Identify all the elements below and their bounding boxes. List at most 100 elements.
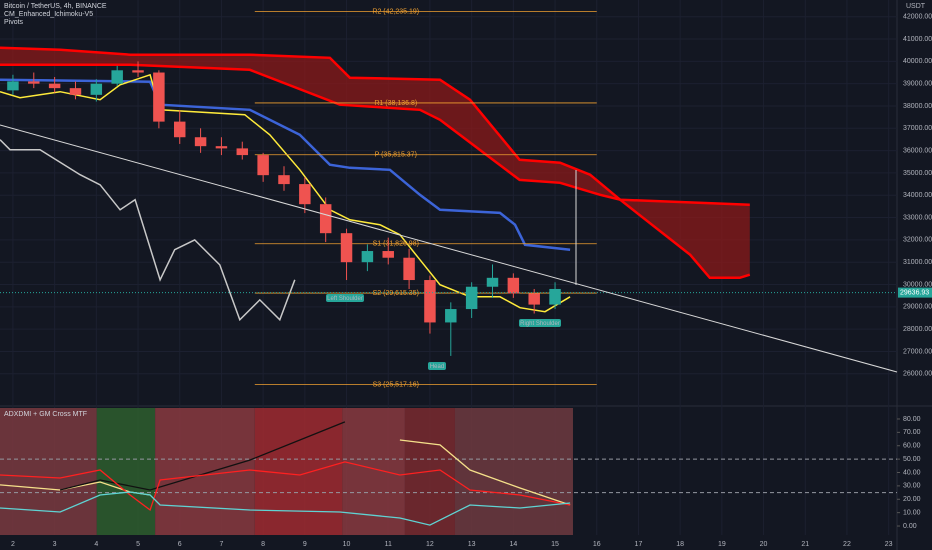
y-tick-label: 80.00 <box>903 416 921 423</box>
y-tick-label: 41000.00 <box>903 36 932 43</box>
x-tick-label: 22 <box>843 541 851 548</box>
indicator-line <box>0 63 751 280</box>
background-band <box>96 408 156 535</box>
y-tick-label: 39000.00 <box>903 81 932 88</box>
x-tick-label: 21 <box>801 541 809 548</box>
unit-label: USDT <box>906 3 926 10</box>
indicator-line <box>0 78 571 251</box>
pivot-label: P (35,815.37) <box>375 152 417 159</box>
candle-body <box>549 288 561 305</box>
y-tick-label: 28000.00 <box>903 326 932 333</box>
x-tick-label: 15 <box>551 541 559 548</box>
pivot-label: S2 (29,615.35) <box>373 290 419 297</box>
candle-body <box>445 309 457 323</box>
annotation-box <box>519 319 561 327</box>
annotation-box <box>326 294 364 302</box>
indicator-line <box>0 46 750 207</box>
candle-body <box>111 70 123 84</box>
indicator-name: CM_Enhanced_Ichimoku-V5 <box>4 11 93 18</box>
candle-body <box>299 184 311 205</box>
y-tick-label: 36000.00 <box>903 147 932 154</box>
candle-body <box>340 233 353 263</box>
y-tick-label: 50.00 <box>903 456 921 463</box>
x-tick-label: 20 <box>760 541 768 548</box>
pivot-label: S3 (25,517.16) <box>373 381 419 388</box>
candle-body <box>153 72 165 122</box>
y-tick-label: 20.00 <box>903 496 921 503</box>
x-tick-label: 19 <box>718 541 726 548</box>
y-tick-label: 29000.00 <box>903 304 932 311</box>
chart-title: Bitcoin / TetherUS, 4h, BINANCE <box>4 3 107 10</box>
y-tick-label: 33000.00 <box>903 214 932 221</box>
pivot-label: R1 (38,136.8) <box>374 100 417 107</box>
y-tick-label: 31000.00 <box>903 259 932 266</box>
trendline <box>0 124 898 373</box>
candle-body <box>486 277 499 287</box>
x-tick-label: 17 <box>635 541 643 548</box>
x-tick-label: 2 <box>11 541 15 548</box>
x-tick-label: 8 <box>261 541 265 548</box>
y-tick-label: 30000.00 <box>903 281 932 288</box>
y-tick-label: 42000.00 <box>903 14 932 21</box>
y-tick-label: 40.00 <box>903 469 921 476</box>
candle-body <box>173 121 186 138</box>
x-tick-label: 6 <box>178 541 182 548</box>
annotation-box <box>428 362 446 370</box>
y-tick-label: 34000.00 <box>903 192 932 199</box>
candle-body <box>236 148 249 156</box>
x-tick-label: 4 <box>94 541 98 548</box>
y-tick-label: 35000.00 <box>903 170 932 177</box>
candle-body <box>507 277 520 294</box>
candle-body <box>28 81 40 84</box>
main-pane: R2 (42,235.19) R1 (38,136.8) P (35,815.37)… <box>0 0 897 535</box>
annotation: Head <box>430 364 444 370</box>
y-tick-label: 32000.00 <box>903 237 932 244</box>
y-tick-label: 70.00 <box>903 429 921 436</box>
y-tick-label: 30.00 <box>903 483 921 490</box>
x-tick-label: 7 <box>219 541 223 548</box>
series-line <box>59 421 346 491</box>
y-tick-label: 0.00 <box>903 523 917 530</box>
candle-body <box>194 137 207 147</box>
y-tick-label: 40000.00 <box>903 58 932 65</box>
candle-body <box>424 280 436 323</box>
x-tick-label: 14 <box>509 541 517 548</box>
candle-body <box>278 175 290 185</box>
y-tick-label: 37000.00 <box>903 125 932 132</box>
cloud-fill <box>0 47 750 278</box>
candle-body <box>319 204 332 234</box>
candle-body <box>403 257 415 281</box>
x-tick-label: 11 <box>385 541 392 548</box>
y-tick-label: 26000.00 <box>903 371 932 378</box>
candle-body <box>7 81 19 91</box>
y-tick-label: 38000.00 <box>903 103 932 110</box>
series-line <box>0 491 571 526</box>
indicator-line <box>0 139 296 322</box>
x-tick-label: 5 <box>136 541 140 548</box>
background-band <box>0 408 97 535</box>
x-tick-label: 23 <box>885 541 893 548</box>
candle-body <box>48 83 61 89</box>
candle-body <box>257 155 269 176</box>
x-tick-label: 18 <box>676 541 684 548</box>
candle-body <box>69 88 82 95</box>
y-tick-label: 60.00 <box>903 443 921 450</box>
annotation: Left Shoulder <box>327 296 363 302</box>
candle-body <box>215 146 228 149</box>
indicator-pane <box>0 408 900 535</box>
candle-body <box>528 293 540 305</box>
last-price-tag <box>898 287 932 298</box>
annotation: Right Shoulder <box>520 321 560 327</box>
pivot-label: R2 (42,235.19) <box>372 8 419 15</box>
x-tick-label: 16 <box>593 541 601 548</box>
candle-body <box>465 286 478 310</box>
x-tick-label: 13 <box>468 541 476 548</box>
y-tick-label: 10.00 <box>903 509 921 516</box>
last-price-label: 29636.93 <box>900 289 929 296</box>
pivot-label: S1 (31,826.98) <box>373 241 419 248</box>
y-tick-label: 27000.00 <box>903 348 932 355</box>
x-tick-label: 10 <box>343 541 351 548</box>
candle-body <box>132 70 144 73</box>
x-tick-label: 3 <box>53 541 57 548</box>
